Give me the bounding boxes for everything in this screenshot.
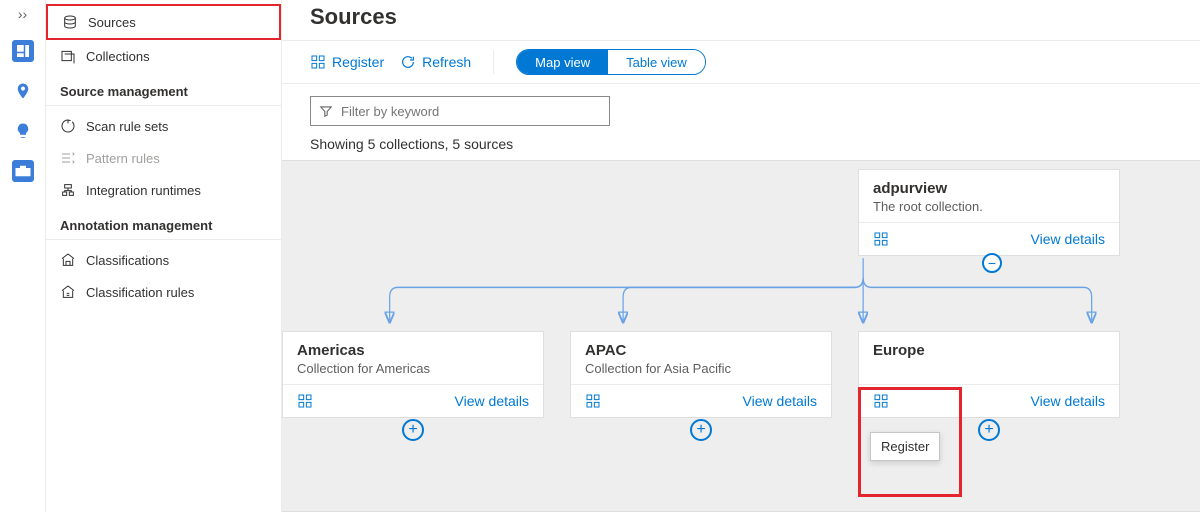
- card-footer: View details: [283, 385, 543, 417]
- expand-chevrons-icon[interactable]: ››: [18, 6, 27, 22]
- toolbox-icon[interactable]: [12, 160, 34, 182]
- add-child-button[interactable]: +: [690, 419, 712, 441]
- register-button[interactable]: Register: [310, 54, 384, 70]
- map-view-toggle[interactable]: Map view: [517, 50, 608, 74]
- sidebar-item-label: Pattern rules: [86, 151, 160, 166]
- refresh-icon: [400, 54, 416, 70]
- sidebar-item-pattern-rules[interactable]: Pattern rules: [46, 142, 281, 174]
- scan-rule-icon: [60, 118, 76, 134]
- canvas-inner: adpurview The root collection. View deta…: [282, 161, 1164, 511]
- collections-icon: [60, 48, 76, 64]
- map-icon[interactable]: [12, 80, 34, 102]
- sidebar-item-label: Classifications: [86, 253, 169, 268]
- insights-icon[interactable]: [12, 120, 34, 142]
- collection-card-apac[interactable]: APAC Collection for Asia Pacific View de…: [570, 331, 832, 418]
- sidebar-item-label: Classification rules: [86, 285, 194, 300]
- register-icon: [310, 54, 326, 70]
- cmd-label: Register: [332, 54, 384, 70]
- grid-icon[interactable]: [297, 393, 313, 409]
- sidebar-item-classification-rules[interactable]: Classification rules: [46, 276, 281, 308]
- sidebar-item-sources[interactable]: Sources: [46, 4, 281, 40]
- card-title: Europe: [873, 342, 1105, 359]
- collapse-node-button[interactable]: −: [982, 253, 1002, 273]
- card-subtitle: The root collection.: [873, 199, 1105, 214]
- card-title: APAC: [585, 342, 817, 359]
- card-header: Americas Collection for Americas: [283, 332, 543, 385]
- refresh-button[interactable]: Refresh: [400, 54, 471, 70]
- main: Sources Register Refresh Map view Table …: [282, 0, 1200, 512]
- sidebar-item-scan-rule-sets[interactable]: Scan rule sets: [46, 110, 281, 142]
- data-icon[interactable]: [12, 40, 34, 62]
- grid-icon[interactable]: [873, 231, 889, 247]
- collection-card-americas[interactable]: Americas Collection for Americas View de…: [282, 331, 544, 418]
- classifications-icon: [60, 252, 76, 268]
- add-child-button[interactable]: +: [978, 419, 1000, 441]
- add-child-button[interactable]: +: [402, 419, 424, 441]
- view-toggle: Map view Table view: [516, 49, 706, 75]
- card-footer: View details: [571, 385, 831, 417]
- card-title: adpurview: [873, 180, 1105, 197]
- sidebar-item-label: Collections: [86, 49, 150, 64]
- grid-icon[interactable]: [585, 393, 601, 409]
- view-details-link[interactable]: View details: [1031, 393, 1105, 409]
- pattern-rules-icon: [60, 150, 76, 166]
- filter-icon: [319, 104, 333, 118]
- card-header: APAC Collection for Asia Pacific: [571, 332, 831, 385]
- sidebar-item-label: Sources: [88, 15, 136, 30]
- sidebar-item-label: Scan rule sets: [86, 119, 168, 134]
- map-canvas[interactable]: adpurview The root collection. View deta…: [282, 160, 1200, 512]
- icon-rail: ››: [0, 0, 46, 512]
- sidebar-item-integration-runtimes[interactable]: Integration runtimes: [46, 174, 281, 206]
- sidebar-item-collections[interactable]: Collections: [46, 40, 281, 72]
- filter-row: [282, 84, 1200, 132]
- filter-input[interactable]: [341, 104, 601, 119]
- card-subtitle: Collection for Americas: [297, 361, 529, 376]
- sidebar: Sources Collections Source management Sc…: [46, 0, 282, 512]
- integration-icon: [60, 182, 76, 198]
- table-view-toggle[interactable]: Table view: [608, 50, 705, 74]
- sidebar-section-source-mgmt: Source management: [46, 72, 281, 106]
- card-subtitle: Collection for Asia Pacific: [585, 361, 817, 376]
- cmd-label: Refresh: [422, 54, 471, 70]
- collection-card-root[interactable]: adpurview The root collection. View deta…: [858, 169, 1120, 256]
- view-details-link[interactable]: View details: [743, 393, 817, 409]
- card-subtitle: [873, 361, 1105, 376]
- card-footer: View details: [859, 223, 1119, 255]
- highlight-box: [858, 387, 962, 497]
- sidebar-section-annotation-mgmt: Annotation management: [46, 206, 281, 240]
- card-title: Americas: [297, 342, 529, 359]
- status-text: Showing 5 collections, 5 sources: [282, 132, 1200, 160]
- classification-rules-icon: [60, 284, 76, 300]
- filter-input-wrap: [310, 96, 610, 126]
- toolbar-divider: [493, 50, 494, 74]
- database-icon: [62, 14, 78, 30]
- page-title: Sources: [282, 0, 1200, 40]
- toolbar: Register Refresh Map view Table view: [282, 40, 1200, 84]
- view-details-link[interactable]: View details: [455, 393, 529, 409]
- sidebar-item-label: Integration runtimes: [86, 183, 201, 198]
- card-header: adpurview The root collection.: [859, 170, 1119, 223]
- view-details-link[interactable]: View details: [1031, 231, 1105, 247]
- sidebar-item-classifications[interactable]: Classifications: [46, 244, 281, 276]
- card-header: Europe: [859, 332, 1119, 385]
